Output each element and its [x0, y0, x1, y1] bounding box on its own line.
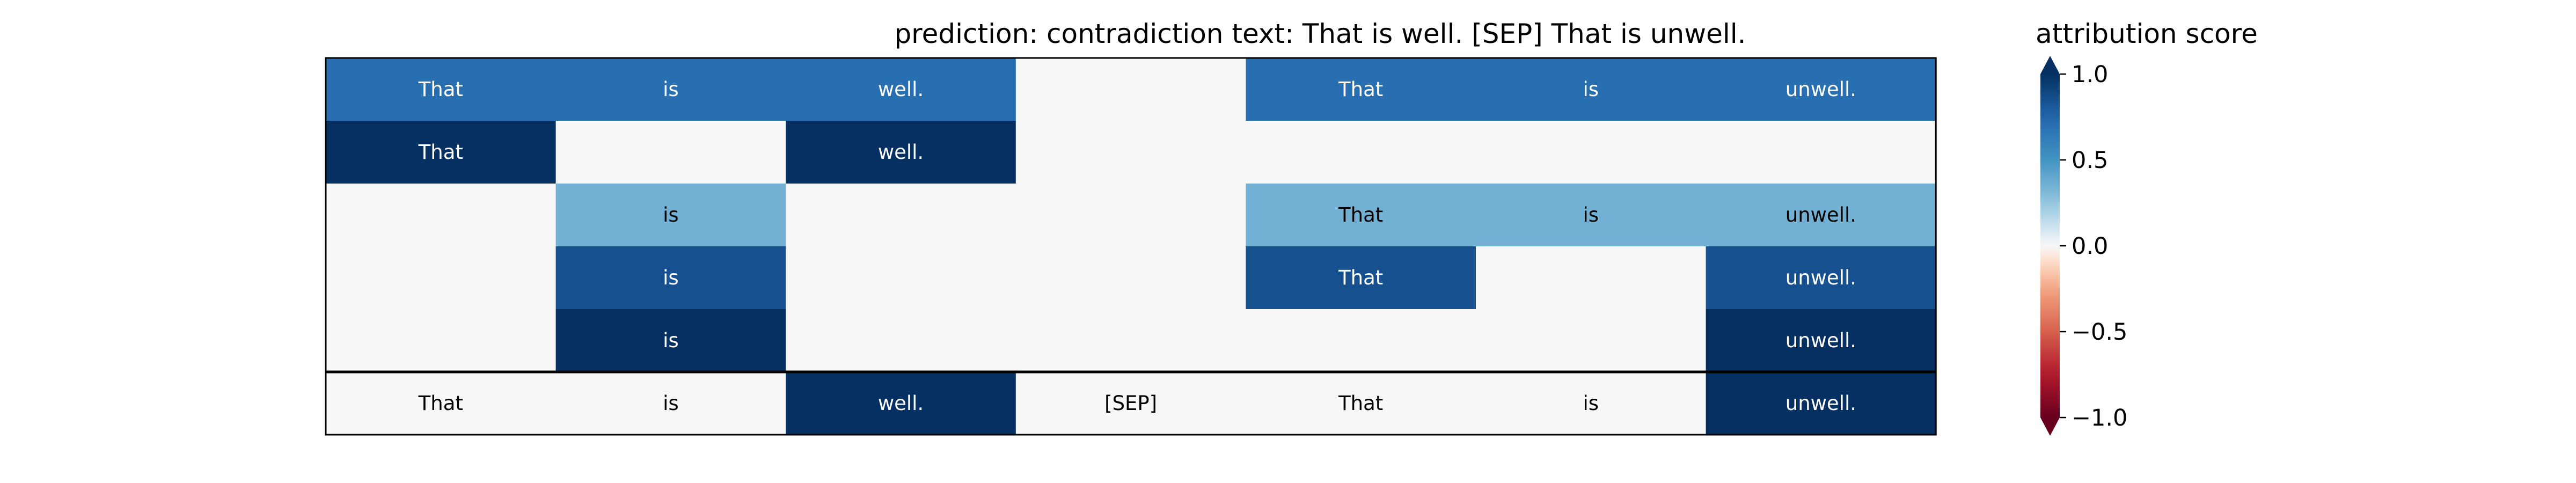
- attribution-row-2-token-1: That: [418, 141, 463, 164]
- summary-row-token-3: well.: [878, 392, 924, 415]
- attribution-row-5-cell-1: [326, 309, 557, 372]
- attribution-row-3-token-6: is: [1583, 203, 1599, 226]
- summary-row-token-6: is: [1583, 392, 1599, 415]
- attribution-row-2-cell-3: [786, 121, 1016, 184]
- attribution-row-3-cell-2: [555, 184, 786, 247]
- heatmap-grid: That is well. That is unwell. That well. is That i…: [325, 57, 1937, 436]
- attribution-row-1-token-5: That: [1338, 78, 1383, 101]
- attribution-row-5-cell-5: [1246, 309, 1476, 372]
- attribution-row-4-cell-6: [1476, 246, 1707, 310]
- attribution-row-4-token-2: is: [663, 266, 679, 289]
- attribution-row-5-token-7: unwell.: [1785, 329, 1856, 352]
- attribution-row-1-cell-2: [555, 58, 786, 121]
- attribution-row-3-token-5: That: [1338, 203, 1383, 226]
- attribution-row-3-cell-6: [1476, 184, 1707, 247]
- attribution-row-4-cell-4: [1015, 246, 1246, 310]
- attribution-row-2-cell-7: [1706, 121, 1936, 184]
- attribution-row-1-cell-6: [1476, 58, 1707, 121]
- attribution-row-3-cell-5: [1246, 184, 1476, 247]
- attribution-row-1-cell-7: [1706, 58, 1936, 121]
- summary-row-token-7: unwell.: [1785, 392, 1856, 415]
- attribution-row-3-cell-4: [1015, 184, 1246, 247]
- summary-row-token-2: is: [663, 392, 679, 415]
- summary-row-token-4: [SEP]: [1104, 392, 1157, 415]
- attribution-row-2-cell-5: [1246, 121, 1476, 184]
- attribution-row-2-cell-2: [555, 121, 786, 184]
- summary-row-cell-5: [1246, 372, 1476, 435]
- attribution-row-5-token-2: is: [663, 329, 679, 352]
- attribution-row-3-cell-1: [326, 184, 557, 247]
- summary-row-cell-2: [555, 372, 786, 435]
- attribution-row-1-token-7: unwell.: [1785, 78, 1856, 101]
- attribution-row-5-cell-2: [555, 309, 786, 372]
- attribution-row-1-cell-5: [1246, 58, 1476, 121]
- attribution-row-1-token-2: is: [663, 78, 679, 101]
- attribution-row-1-token-6: is: [1583, 78, 1599, 101]
- summary-row-cell-6: [1476, 372, 1707, 435]
- attribution-row-2-cell-6: [1476, 121, 1707, 184]
- colorbar: 1.0 0.5 0.0 −0.5 −1.0 attribution score: [2036, 18, 2258, 436]
- chart-title: prediction: contradiction text: That is …: [894, 18, 1746, 49]
- colorbar-tick-label-1: 1.0: [2072, 61, 2108, 88]
- attribution-row-1-token-3: well.: [878, 78, 924, 101]
- attribution-row-4-cell-7: [1706, 246, 1936, 310]
- colorbar-label: attribution score: [2036, 18, 2258, 49]
- attribution-row-4-token-5: That: [1338, 266, 1383, 289]
- summary-row-token-1: That: [418, 392, 463, 415]
- summary-row-cell-1: [326, 372, 557, 435]
- attribution-row-5-cell-3: [786, 309, 1016, 372]
- attribution-row-4-cell-5: [1246, 246, 1476, 310]
- summary-row-cell-3: [786, 372, 1016, 435]
- attribution-row-3-token-7: unwell.: [1785, 203, 1856, 226]
- attribution-row-1-cell-1: [326, 58, 557, 121]
- colorbar-gradient: [2040, 74, 2060, 418]
- attribution-row-1-token-1: That: [418, 78, 463, 101]
- attribution-row-2-cell-4: [1015, 121, 1246, 184]
- summary-row-cell-7: [1706, 372, 1936, 435]
- attribution-row-3-token-2: is: [663, 203, 679, 226]
- colorbar-tick-label-5: −1.0: [2072, 405, 2127, 431]
- attribution-row-5-cell-6: [1476, 309, 1707, 372]
- attribution-row-2-token-3: well.: [878, 141, 924, 164]
- attribution-row-1-cell-3: [786, 58, 1016, 121]
- attribution-row-5-cell-7: [1706, 309, 1936, 372]
- attribution-row-3-cell-7: [1706, 184, 1936, 247]
- colorbar-tick-label-3: 0.0: [2072, 233, 2108, 260]
- attribution-row-4-cell-3: [786, 246, 1016, 310]
- attribution-row-4-cell-2: [555, 246, 786, 310]
- attribution-row-4-token-7: unwell.: [1785, 266, 1856, 289]
- colorbar-tick-label-2: 0.5: [2072, 147, 2108, 174]
- summary-row-token-5: That: [1338, 392, 1383, 415]
- colorbar-extend-max: [2040, 56, 2060, 74]
- attribution-row-1-cell-4: [1015, 58, 1246, 121]
- attribution-row-2-cell-1: [326, 121, 557, 184]
- attribution-row-5-cell-4: [1015, 309, 1246, 372]
- attribution-row-4-cell-1: [326, 246, 557, 310]
- heatmap-frame: [325, 57, 1937, 436]
- colorbar-extend-min: [2040, 418, 2060, 436]
- summary-row-cell-4: [1015, 372, 1246, 435]
- colorbar-tick-label-4: −0.5: [2072, 319, 2127, 346]
- attribution-row-3-cell-3: [786, 184, 1016, 247]
